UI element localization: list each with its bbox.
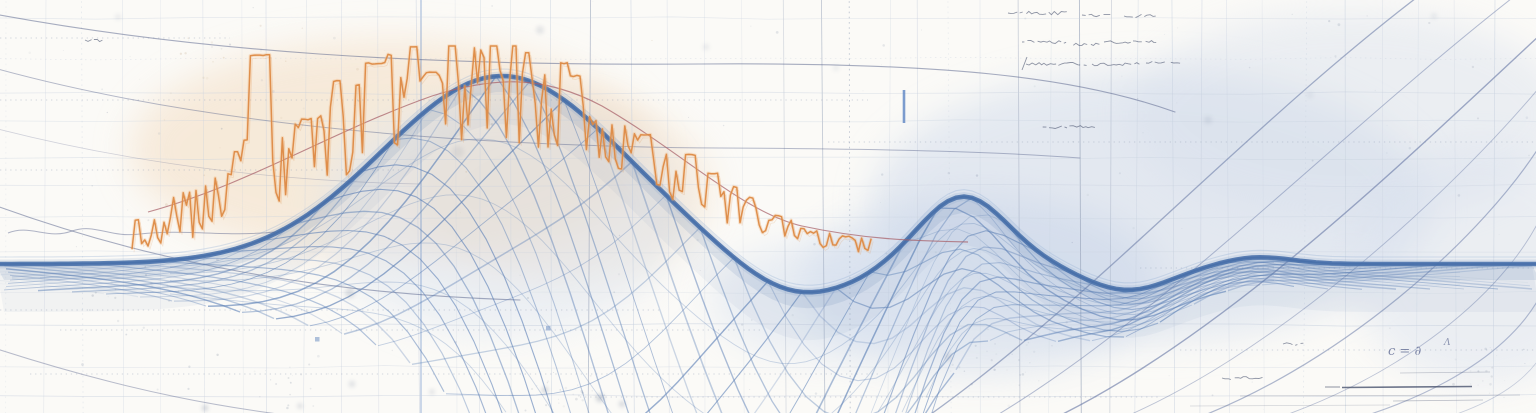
fan-curves-layer — [931, 0, 1536, 413]
main-wave-curve-layer — [0, 68, 1536, 341]
formula-superscript: Λ — [1443, 338, 1451, 348]
orange-signal-layer — [130, 44, 874, 255]
speckle-texture-layer — [28, 1, 1530, 412]
formula-annotation: c = ∂ — [1388, 344, 1421, 359]
mesh-wireframe-layer — [0, 75, 1533, 413]
handwritten-annotations-layer: c = ∂ Λ — [84, 11, 1521, 407]
